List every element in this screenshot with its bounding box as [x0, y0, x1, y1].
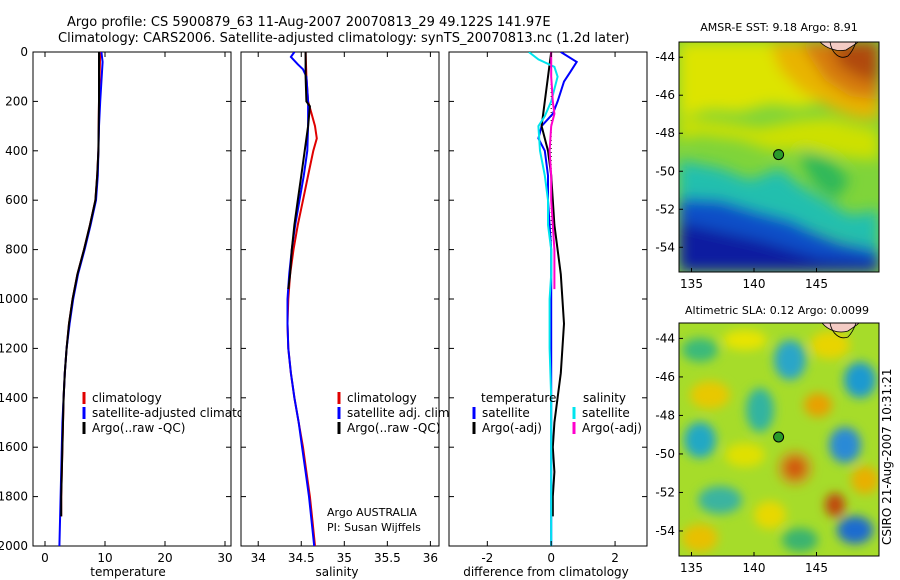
map-ytick-label: -54: [655, 524, 675, 538]
sst-map-frame: [678, 41, 880, 273]
map-ytick-label: -52: [655, 202, 675, 216]
temperature-series-line: [60, 52, 100, 517]
temperature-ticks: 0 10 20 30 0 200 400 600 800 1000 1200 1400 1600 1800…: [0, 45, 233, 565]
depth-tick-label: 800: [5, 243, 28, 257]
salinity-xtick-label: 34.5: [288, 551, 315, 565]
map-ytick-label: -50: [655, 164, 675, 178]
depth-tick-label: 400: [5, 144, 28, 158]
difference-panel: -2 0 2 satelliteArgo(-adj)satelliteArgo(-a…: [448, 51, 648, 579]
map-ytick-label: -48: [655, 408, 675, 422]
sst-field: [679, 42, 879, 272]
legend-label: Argo(..raw -QC): [92, 421, 185, 435]
header-line1: Argo profile: CS 5900879_63 11-Aug-2007 …: [67, 15, 551, 30]
difference-axes-frame: [448, 51, 648, 547]
salinity-xlabel: salinity: [315, 565, 358, 579]
sst-float-marker: [773, 149, 785, 161]
sla-map-frame: [678, 322, 880, 557]
difference-xtick-label: -2: [481, 551, 493, 565]
sst-map-title: AMSR-E SST: 9.18 Argo: 8.91: [700, 21, 858, 34]
salinity-series-line: [287, 52, 311, 290]
map-ytick-label: -54: [655, 240, 675, 254]
salinity-xtick-label: 35: [337, 551, 352, 565]
legend-label: satellite: [482, 406, 530, 420]
difference-xtick-label: 2: [611, 551, 619, 565]
difference-xtick-label: 0: [547, 551, 555, 565]
temperature-xtick-label: 10: [97, 551, 112, 565]
temperature-xtick-label: 0: [41, 551, 49, 565]
legend-label: climatology: [92, 391, 162, 405]
map-xtick-label: 145: [805, 277, 828, 291]
sla-map-ticks: 135 140 145 -44 -46 -48 -50 -52 -54: [655, 331, 828, 575]
legend-label: Argo(-adj): [482, 421, 542, 435]
salinity-xtick-label: 36: [423, 551, 438, 565]
legend-label: satellite-adjusted climatology: [92, 406, 270, 420]
salinity-xtick-label: 34: [251, 551, 266, 565]
map-xtick-label: 135: [680, 277, 703, 291]
salinity-annotation-line1: Argo AUSTRALIA: [327, 506, 417, 519]
depth-tick-label: 1200: [0, 341, 28, 355]
map-xtick-label: 135: [680, 561, 703, 575]
legend-label: climatology: [347, 391, 417, 405]
map-xtick-label: 145: [805, 561, 828, 575]
temperature-xlabel: temperature: [90, 565, 165, 579]
salinity-ticks: 34 34.5 35 35.5 36: [241, 51, 439, 565]
salinity-annotation-line2: PI: Susan Wijffels: [327, 521, 421, 534]
difference-ticks: -2 0 2: [449, 51, 647, 565]
difference-series-line: [528, 52, 559, 546]
depth-tick-label: 600: [5, 193, 28, 207]
credit-text: CSIRO 21-Aug-2007 10:31:21: [880, 369, 894, 545]
temperature-panel: 0 10 20 30 0 200 400 600 800 1000 1200 1400 1600 1800…: [0, 45, 270, 579]
sst-map-panel: AMSR-E SST: 9.18 Argo: 8.91 135 140 145 -44…: [655, 21, 880, 291]
sst-map-ticks: 135 140 145 -44 -46 -48 -50 -52 -54: [655, 50, 828, 291]
sla-field: [679, 323, 879, 556]
temperature-series: [58, 52, 104, 546]
header-line2: Climatology: CARS2006. Satellite-adjuste…: [58, 31, 630, 46]
map-xtick-label: 140: [743, 561, 766, 575]
map-ytick-label: -50: [655, 447, 675, 461]
temperature-axes-frame: [32, 51, 232, 547]
depth-tick-label: 1800: [0, 490, 28, 504]
depth-tick-label: 1000: [0, 292, 28, 306]
depth-tick-label: 2000: [0, 539, 28, 553]
difference-series-line: [540, 52, 566, 517]
sla-map-title: Altimetric SLA: 0.12 Argo: 0.0099: [685, 304, 869, 317]
difference-series-line: [548, 52, 556, 290]
map-ytick-label: -48: [655, 126, 675, 140]
depth-tick-label: 200: [5, 94, 28, 108]
map-ytick-label: -46: [655, 370, 675, 384]
legend-label: Argo(..raw -QC): [347, 421, 440, 435]
salinity-xtick-label: 35.5: [374, 551, 401, 565]
map-ytick-label: -52: [655, 485, 675, 499]
temperature-xtick-label: 30: [217, 551, 232, 565]
depth-tick-label: 0: [20, 45, 28, 59]
temperature-xtick-label: 20: [157, 551, 172, 565]
depth-tick-label: 1400: [0, 391, 28, 405]
legend-label: satellite adj. clim.: [347, 406, 453, 420]
legend-label: satellite: [582, 406, 630, 420]
depth-tick-label: 1600: [0, 440, 28, 454]
map-ytick-label: -44: [655, 331, 675, 345]
legend-label: Argo(-adj): [582, 421, 642, 435]
salinity-axes-frame: [240, 51, 440, 547]
difference-series: [528, 52, 579, 546]
difference-xlabel: difference from climatology: [463, 565, 629, 579]
difference-legend-title-temperature: temperature: [481, 391, 556, 405]
difference-legend-title-salinity: salinity: [583, 391, 626, 405]
map-ytick-label: -44: [655, 50, 675, 64]
sla-float-marker: [773, 431, 785, 443]
sla-map-panel: Altimetric SLA: 0.12 Argo: 0.0099: [655, 304, 880, 575]
salinity-series: [286, 52, 318, 546]
map-ytick-label: -46: [655, 88, 675, 102]
map-xtick-label: 140: [743, 277, 766, 291]
